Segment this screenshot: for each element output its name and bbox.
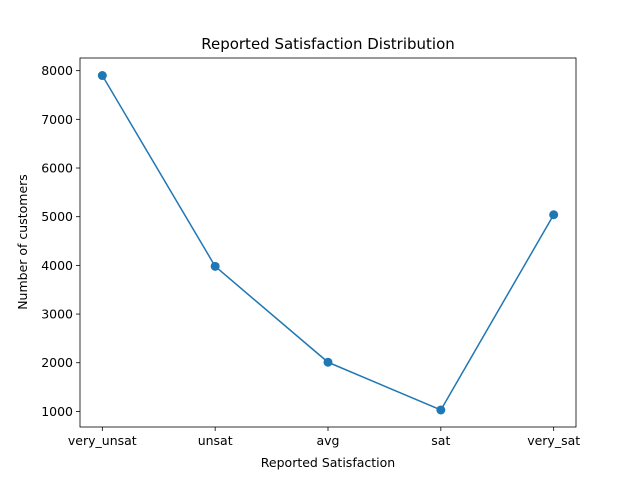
y-tick-label: 6000 [41,161,73,176]
y-tick-label: 3000 [41,307,73,322]
x-tick-label: avg [317,433,340,448]
x-tick-label: sat [431,433,450,448]
y-tick-label: 7000 [41,112,73,127]
y-tick-label: 1000 [41,404,73,419]
y-axis-label: Number of customers [15,174,30,310]
data-point [549,210,559,220]
y-tick-label: 5000 [41,209,73,224]
data-point [210,261,220,271]
x-axis-label: Reported Satisfaction [261,455,395,470]
chart-title: Reported Satisfaction Distribution [201,35,455,53]
y-tick-label: 4000 [41,258,73,273]
axes-frame [79,57,577,428]
x-tick-label: unsat [198,433,233,448]
x-tick-label: very_sat [527,433,580,448]
data-point [436,405,446,415]
data-point [97,71,107,81]
plot-area: 1000 2000 3000 4000 5000 6000 7000 8000 very_uns… [41,57,580,448]
y-tick-label: 2000 [41,355,73,370]
y-tick-label: 8000 [41,63,73,78]
data-point [323,357,333,367]
x-tick-label: very_unsat [68,433,137,448]
